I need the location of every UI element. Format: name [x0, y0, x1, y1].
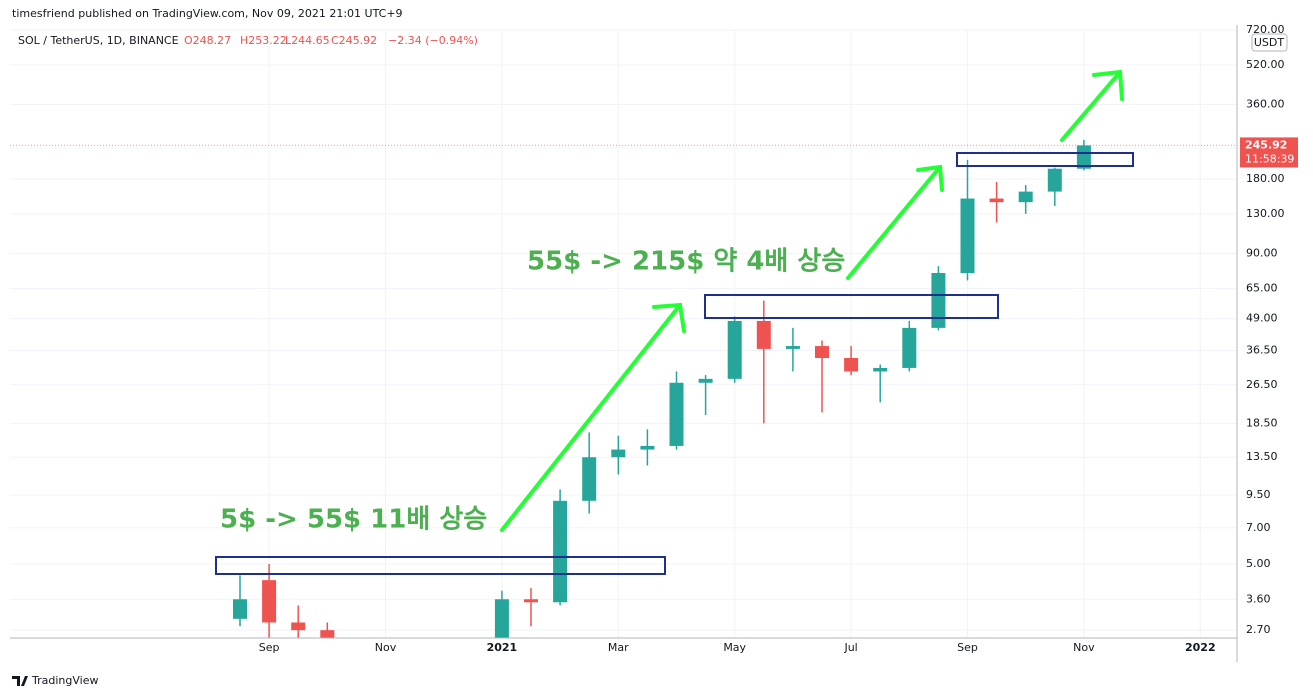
currency-badge[interactable]	[1251, 33, 1288, 52]
y-tick-label: 520.00	[1246, 58, 1285, 71]
candle-body	[494, 599, 509, 638]
x-tick-label: Nov	[1073, 641, 1095, 654]
candles	[233, 139, 1091, 638]
candle-body	[873, 367, 888, 372]
y-tick-label: 2.70	[1246, 623, 1271, 636]
candle-body	[611, 449, 626, 458]
x-tick-label: Mar	[608, 641, 629, 654]
zone-box	[956, 152, 1134, 167]
last-price: 245.92	[1245, 138, 1287, 151]
y-tick-label: 65.00	[1246, 281, 1278, 294]
y-tick-label: 90.00	[1246, 246, 1278, 259]
arrow	[1060, 69, 1124, 142]
candle-body	[262, 580, 277, 623]
candle-body	[902, 327, 917, 368]
candle-body	[233, 599, 247, 619]
y-tick-label: 130.00	[1246, 207, 1285, 220]
axes: 2.70 3.60 5.00 7.00 9.50 13.50 18.50 26.50 36.50…	[259, 23, 1285, 654]
arrow	[500, 302, 686, 532]
y-tick-label: 5.00	[1246, 557, 1271, 570]
candle-body	[1047, 168, 1062, 192]
ohlc-close: C245.92	[331, 34, 377, 47]
price-tag-box	[1240, 137, 1298, 168]
candle-body	[524, 599, 538, 603]
y-tick-label: 7.00	[1246, 521, 1271, 534]
x-tick-label: Sep	[957, 641, 978, 654]
candle-body	[815, 346, 829, 359]
ohlc-low: L244.65	[285, 34, 330, 47]
brand: TradingView	[31, 674, 98, 687]
candle-body	[844, 358, 859, 372]
y-tick-label: 36.50	[1246, 343, 1278, 356]
candle-body	[1018, 191, 1033, 203]
candle-body	[291, 622, 306, 631]
symbol: SOL / TetherUS, 1D, BINANCE	[18, 34, 179, 47]
arrow	[846, 164, 944, 280]
annotation: 55$ -> 215$ 약 4배 상승	[527, 247, 845, 277]
y-tick-label: 13.50	[1246, 450, 1278, 463]
y-tick-label: 3.60	[1246, 592, 1271, 605]
candle-body	[1076, 145, 1091, 169]
candle-body	[989, 198, 1004, 203]
y-tick-label: 26.50	[1246, 378, 1278, 391]
candle-body	[640, 445, 655, 450]
candle-body	[785, 346, 800, 349]
candle-body	[669, 382, 684, 446]
grid	[10, 29, 1237, 638]
y-tick-label: 180.00	[1246, 172, 1285, 185]
ohlc-open: O248.27	[184, 34, 231, 47]
ohlc-change: −2.34 (−0.94%)	[388, 34, 478, 47]
currency: USDT	[1254, 36, 1285, 49]
y-tick-label: 18.50	[1246, 416, 1278, 429]
candle-body	[553, 500, 568, 603]
candle-body	[727, 320, 742, 379]
publisher: timesfriend published on TradingView.com…	[12, 7, 403, 20]
candle-body	[931, 273, 946, 328]
y-tick-label: 720.00	[1246, 23, 1285, 36]
y-tick-label: 49.00	[1246, 312, 1278, 325]
brand-logo	[12, 676, 28, 686]
zone-box	[704, 294, 999, 319]
x-tick-label: 2022	[1185, 641, 1216, 654]
zones	[215, 152, 1134, 575]
candle-body	[756, 320, 771, 349]
zone-box	[215, 556, 666, 575]
x-tick-label: Jul	[843, 641, 857, 654]
x-tick-label: Sep	[259, 641, 280, 654]
y-tick-label: 9.50	[1246, 488, 1271, 501]
candle-body	[698, 378, 713, 383]
x-tick-label: May	[723, 641, 746, 654]
candle-body	[582, 457, 597, 501]
x-tick-label: 2021	[487, 641, 518, 654]
y-tick-label: 360.00	[1246, 97, 1285, 110]
annotation: 5$ -> 55$ 11배 상승	[220, 505, 487, 535]
candle-body	[960, 198, 975, 274]
arrows	[500, 69, 1124, 532]
x-tick-label: Nov	[375, 641, 397, 654]
ohlc-high: H253.22	[240, 34, 287, 47]
candle-body	[320, 630, 335, 638]
countdown: 11:58:39	[1245, 152, 1294, 165]
